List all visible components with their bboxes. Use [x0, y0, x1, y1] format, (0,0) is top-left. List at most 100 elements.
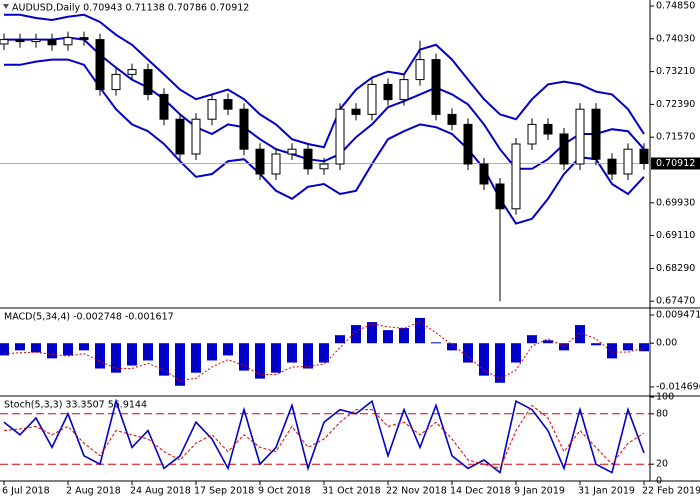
- macd-bar: [479, 343, 489, 376]
- candle-body: [575, 108, 585, 165]
- x-tick-label: 22 Feb 2019: [642, 486, 700, 497]
- macd-bar: [63, 343, 73, 356]
- candle-body: [303, 148, 313, 170]
- macd-bar: [255, 343, 265, 379]
- y-tick-label: 20: [656, 459, 668, 470]
- candle-body: [399, 79, 409, 101]
- macd-bar: [559, 343, 569, 351]
- candle-body: [287, 148, 297, 155]
- macd-bar: [223, 343, 233, 356]
- candle-body: [527, 123, 537, 145]
- macd-bar: [287, 343, 297, 363]
- candle-body: [271, 153, 281, 175]
- candle-body: [175, 118, 185, 155]
- candle-body: [431, 59, 441, 115]
- macd-bar: [639, 343, 649, 352]
- candle-body: [415, 59, 425, 81]
- candle-body: [143, 69, 153, 95]
- candle-body: [15, 39, 25, 43]
- macd-bar: [175, 343, 185, 386]
- macd-bar: [511, 343, 521, 363]
- y-tick-label: 0.74030: [656, 33, 695, 44]
- y-tick-label: 0: [656, 476, 662, 487]
- x-tick-label: 6 Jul 2018: [2, 486, 50, 497]
- candle-body: [623, 148, 633, 175]
- menu-icon: [3, 4, 9, 9]
- macd-bar: [351, 325, 361, 344]
- price-tag: [651, 157, 700, 170]
- candle-body: [223, 99, 233, 110]
- y-tick-label: 0.67470: [656, 296, 695, 307]
- macd-bar: [15, 343, 25, 351]
- candle-body: [255, 148, 265, 175]
- candle-body: [591, 108, 601, 160]
- band-line: [4, 13, 645, 149]
- x-tick-label: 22 Nov 2018: [386, 486, 447, 497]
- candle-body: [191, 118, 201, 155]
- macd-bar: [191, 343, 201, 373]
- macd-bar: [207, 343, 217, 361]
- candle-body: [367, 83, 377, 115]
- candle-body: [495, 183, 505, 210]
- y-tick-label: -0.014696: [656, 381, 700, 392]
- x-tick-label: 14 Dec 2018: [450, 486, 511, 497]
- macd-bar: [447, 343, 457, 351]
- y-tick-label: 0.73210: [656, 66, 695, 77]
- macd-bar: [0, 343, 9, 356]
- candle-body: [63, 37, 73, 46]
- macd-bar: [319, 343, 329, 363]
- macd-bar: [367, 322, 377, 344]
- y-tick-label: 0.68290: [656, 263, 695, 274]
- panel-title: Stoch(5,3,3) 33.3507 56.9144: [4, 400, 147, 411]
- macd-bar: [591, 343, 601, 346]
- candle-body: [127, 69, 137, 75]
- candle-body: [319, 163, 329, 170]
- x-tick-label: 31 Oct 2018: [322, 486, 381, 497]
- candle-body: [95, 39, 105, 91]
- candle-body: [111, 73, 121, 91]
- macd-bar: [575, 325, 585, 344]
- candle-body: [463, 123, 473, 165]
- signal-line: [3, 321, 645, 381]
- y-tick-label: 0.00: [656, 338, 677, 349]
- y-tick-label: 0.69930: [656, 197, 695, 208]
- candle-body: [79, 37, 89, 41]
- macd-bar: [79, 343, 89, 351]
- y-tick-label: 0.009471: [656, 310, 700, 321]
- candle-body: [47, 39, 57, 46]
- candle-body: [559, 133, 569, 165]
- macd-bar: [143, 343, 153, 361]
- candle-body: [479, 163, 489, 185]
- y-tick-label: 0.71570: [656, 132, 695, 143]
- macd-bar: [95, 343, 105, 369]
- y-tick-label: 0.74850: [656, 1, 695, 12]
- macd-bar: [415, 317, 425, 344]
- macd-bar: [239, 343, 249, 371]
- y-tick-label: 0.72390: [656, 99, 695, 110]
- stoch-signal-line: [3, 404, 645, 469]
- panel-title: MACD(5,34,4) -0.002748 -0.001617: [4, 312, 174, 323]
- y-tick-label: 100: [656, 392, 674, 403]
- macd-bar: [383, 330, 393, 344]
- candle-body: [239, 108, 249, 150]
- candle-body: [207, 99, 217, 120]
- panel-title: AUDUSD,Daily 0.70943 0.71138 0.70786 0.7…: [12, 3, 249, 14]
- candle-body: [607, 158, 617, 175]
- x-tick-label: 2 Aug 2018: [66, 486, 121, 497]
- candle-body: [335, 108, 345, 165]
- x-tick-label: 9 Jan 2019: [514, 486, 565, 497]
- x-tick-label: 31 Jan 2019: [578, 486, 635, 497]
- macd-bar: [47, 343, 57, 359]
- macd-bar: [335, 335, 345, 344]
- candle-body: [351, 108, 361, 115]
- candle-body: [383, 83, 393, 101]
- candle-body: [31, 39, 41, 43]
- candle-body: [639, 148, 649, 165]
- macd-bar: [127, 343, 137, 366]
- macd-bar: [543, 340, 553, 344]
- macd-bar: [159, 343, 169, 376]
- macd-bar: [399, 328, 409, 344]
